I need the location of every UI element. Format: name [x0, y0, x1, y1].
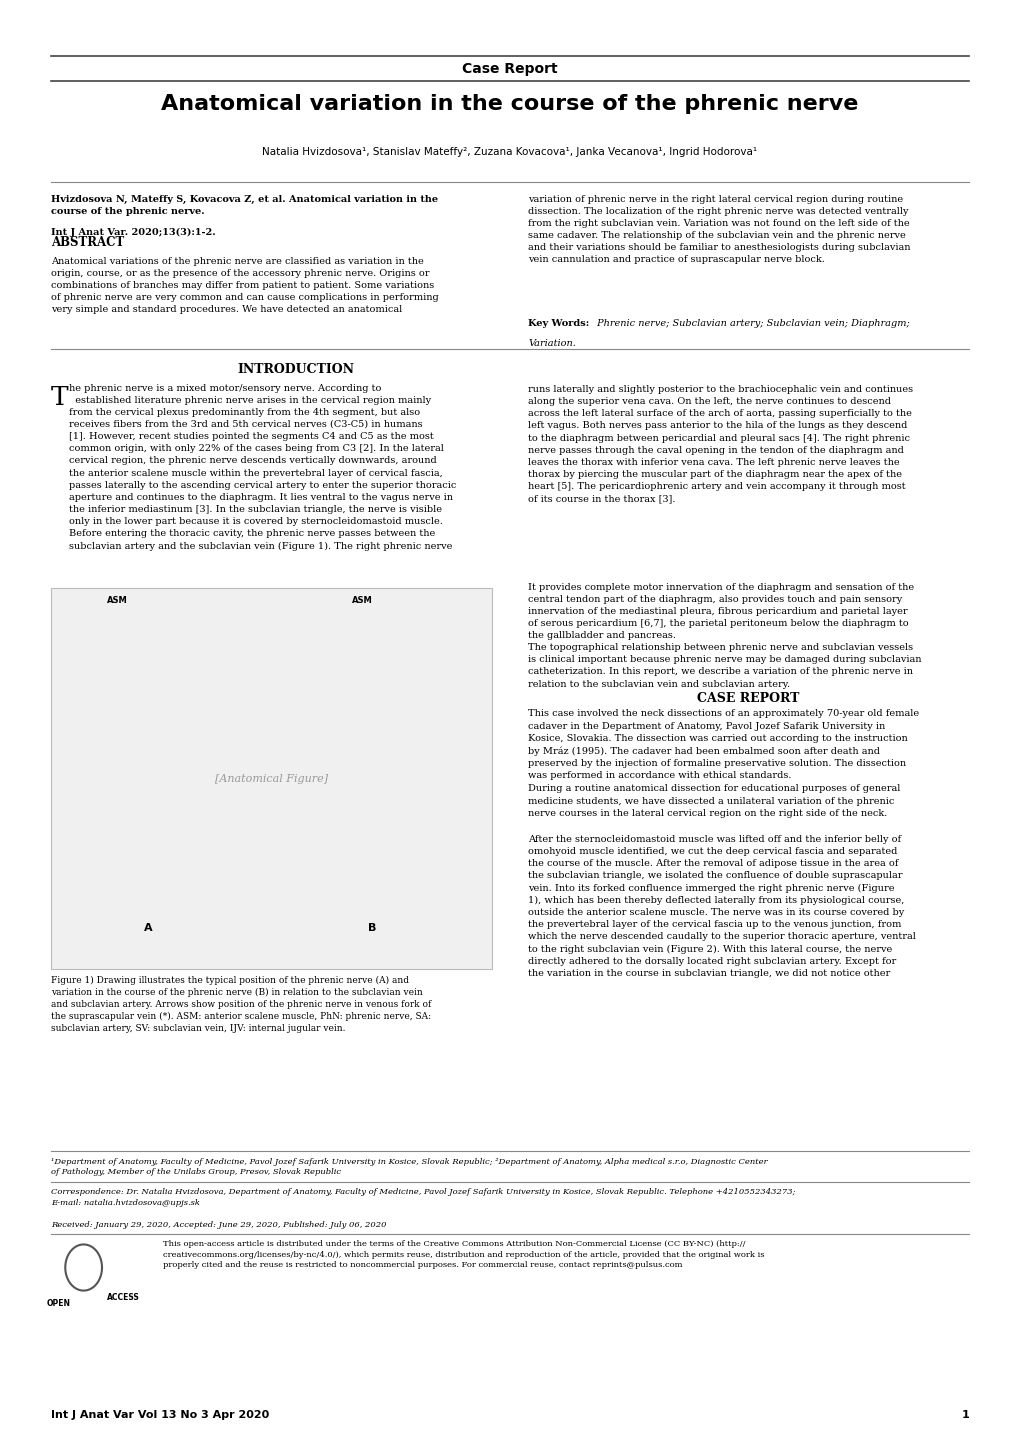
- Text: The topographical relationship between phrenic nerve and subclavian vessels
is c: The topographical relationship between p…: [528, 643, 921, 689]
- Text: ABSTRACT: ABSTRACT: [51, 236, 124, 249]
- Text: A: A: [144, 923, 152, 933]
- Text: T: T: [51, 385, 68, 410]
- Text: Received: January 29, 2020, Accepted: June 29, 2020, Published: July 06, 2020: Received: January 29, 2020, Accepted: Ju…: [51, 1221, 386, 1230]
- Text: During a routine anatomical dissection for educational purposes of general
medic: During a routine anatomical dissection f…: [528, 784, 900, 818]
- Text: he phrenic nerve is a mixed motor/sensory nerve. According to
  established lite: he phrenic nerve is a mixed motor/sensor…: [69, 384, 457, 551]
- Text: Hvizdosova N, Mateffy S, Kovacova Z, et al. Anatomical variation in the
course o: Hvizdosova N, Mateffy S, Kovacova Z, et …: [51, 195, 438, 216]
- Text: OPEN: OPEN: [46, 1299, 70, 1308]
- Text: runs laterally and slightly posterior to the brachiocephalic vein and continues
: runs laterally and slightly posterior to…: [528, 385, 913, 503]
- Text: CASE REPORT: CASE REPORT: [697, 692, 799, 705]
- Text: ASM: ASM: [107, 596, 127, 604]
- Text: Natalia Hvizdosova¹, Stanislav Mateffy², Zuzana Kovacova¹, Janka Vecanova¹, Ingr: Natalia Hvizdosova¹, Stanislav Mateffy²,…: [262, 147, 757, 157]
- Text: Int J Anat Var Vol 13 No 3 Apr 2020: Int J Anat Var Vol 13 No 3 Apr 2020: [51, 1410, 269, 1420]
- Text: INTRODUCTION: INTRODUCTION: [237, 363, 354, 376]
- Text: Phrenic nerve; Subclavian artery; Subclavian vein; Diaphragm;: Phrenic nerve; Subclavian artery; Subcla…: [593, 319, 909, 327]
- Text: ¹Department of Anatomy, Faculty of Medicine, Pavol Jozef Safarik University in K: ¹Department of Anatomy, Faculty of Medic…: [51, 1158, 767, 1177]
- Text: Anatomical variation in the course of the phrenic nerve: Anatomical variation in the course of th…: [161, 94, 858, 114]
- Text: Anatomical variations of the phrenic nerve are classified as variation in the
or: Anatomical variations of the phrenic ner…: [51, 257, 438, 314]
- Text: variation of phrenic nerve in the right lateral cervical region during routine
d: variation of phrenic nerve in the right …: [528, 195, 910, 264]
- Text: This open-access article is distributed under the terms of the Creative Commons : This open-access article is distributed …: [163, 1240, 764, 1269]
- Text: ACCESS: ACCESS: [107, 1293, 140, 1302]
- Text: ASM: ASM: [352, 596, 372, 604]
- Text: 1: 1: [960, 1410, 968, 1420]
- Polygon shape: [73, 1244, 94, 1291]
- Text: Int J Anat Var. 2020;13(3):1-2.: Int J Anat Var. 2020;13(3):1-2.: [51, 228, 215, 236]
- Text: It provides complete motor innervation of the diaphragm and sensation of the
cen: It provides complete motor innervation o…: [528, 583, 914, 640]
- Text: Correspondence: Dr. Natalia Hvizdosova, Department of Anatomy, Faculty of Medici: Correspondence: Dr. Natalia Hvizdosova, …: [51, 1188, 795, 1207]
- Text: [Anatomical Figure]: [Anatomical Figure]: [215, 774, 327, 783]
- Text: B: B: [368, 923, 376, 933]
- Text: Figure 1) Drawing illustrates the typical position of the phrenic nerve (A) and
: Figure 1) Drawing illustrates the typica…: [51, 976, 431, 1032]
- Bar: [51, 588, 491, 969]
- Text: Key Words:: Key Words:: [528, 319, 589, 327]
- Text: This case involved the neck dissections of an approximately 70-year old female
c: This case involved the neck dissections …: [528, 709, 918, 780]
- Text: Case Report: Case Report: [462, 62, 557, 76]
- Text: After the sternocleidomastoid muscle was lifted off and the inferior belly of
om: After the sternocleidomastoid muscle was…: [528, 835, 915, 978]
- Text: Variation.: Variation.: [528, 339, 576, 348]
